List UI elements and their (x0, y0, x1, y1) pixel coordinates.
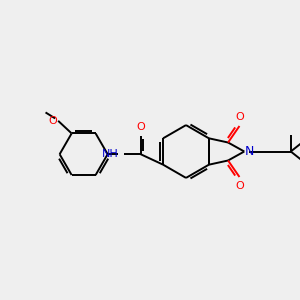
Text: O: O (235, 181, 244, 190)
Text: NH: NH (102, 149, 119, 159)
Text: O: O (49, 116, 58, 126)
Text: O: O (235, 112, 244, 122)
Text: O: O (136, 122, 145, 132)
Text: N: N (245, 145, 254, 158)
